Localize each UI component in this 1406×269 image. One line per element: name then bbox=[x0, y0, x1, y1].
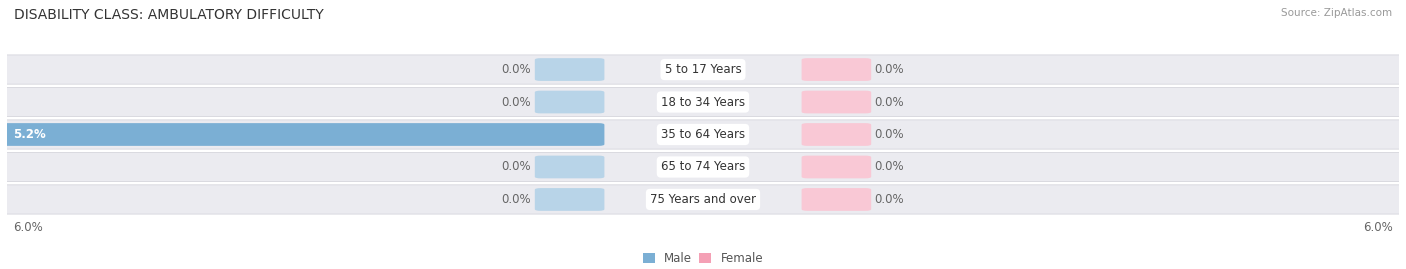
FancyBboxPatch shape bbox=[0, 123, 605, 146]
Text: 35 to 64 Years: 35 to 64 Years bbox=[661, 128, 745, 141]
Legend: Male, Female: Male, Female bbox=[638, 247, 768, 269]
Text: 0.0%: 0.0% bbox=[875, 63, 904, 76]
Text: 6.0%: 6.0% bbox=[1364, 221, 1393, 233]
Text: 18 to 34 Years: 18 to 34 Years bbox=[661, 95, 745, 108]
Text: 0.0%: 0.0% bbox=[502, 161, 531, 174]
Text: 0.0%: 0.0% bbox=[875, 161, 904, 174]
FancyBboxPatch shape bbox=[1, 55, 1405, 84]
FancyBboxPatch shape bbox=[534, 155, 605, 178]
FancyBboxPatch shape bbox=[801, 155, 872, 178]
Text: 6.0%: 6.0% bbox=[13, 221, 42, 233]
FancyBboxPatch shape bbox=[534, 58, 605, 81]
FancyBboxPatch shape bbox=[801, 188, 872, 211]
FancyBboxPatch shape bbox=[534, 91, 605, 114]
Text: 5 to 17 Years: 5 to 17 Years bbox=[665, 63, 741, 76]
FancyBboxPatch shape bbox=[801, 91, 872, 114]
FancyBboxPatch shape bbox=[1, 87, 1405, 117]
Text: 0.0%: 0.0% bbox=[875, 128, 904, 141]
FancyBboxPatch shape bbox=[801, 58, 872, 81]
Text: DISABILITY CLASS: AMBULATORY DIFFICULTY: DISABILITY CLASS: AMBULATORY DIFFICULTY bbox=[14, 8, 323, 22]
FancyBboxPatch shape bbox=[534, 188, 605, 211]
FancyBboxPatch shape bbox=[801, 123, 872, 146]
Text: 65 to 74 Years: 65 to 74 Years bbox=[661, 161, 745, 174]
Text: 0.0%: 0.0% bbox=[502, 63, 531, 76]
Text: Source: ZipAtlas.com: Source: ZipAtlas.com bbox=[1281, 8, 1392, 18]
Text: 0.0%: 0.0% bbox=[502, 193, 531, 206]
FancyBboxPatch shape bbox=[1, 120, 1405, 149]
Text: 5.2%: 5.2% bbox=[13, 128, 45, 141]
Text: 0.0%: 0.0% bbox=[875, 193, 904, 206]
Text: 0.0%: 0.0% bbox=[875, 95, 904, 108]
Text: 75 Years and over: 75 Years and over bbox=[650, 193, 756, 206]
FancyBboxPatch shape bbox=[1, 185, 1405, 214]
FancyBboxPatch shape bbox=[1, 152, 1405, 182]
Text: 0.0%: 0.0% bbox=[502, 95, 531, 108]
